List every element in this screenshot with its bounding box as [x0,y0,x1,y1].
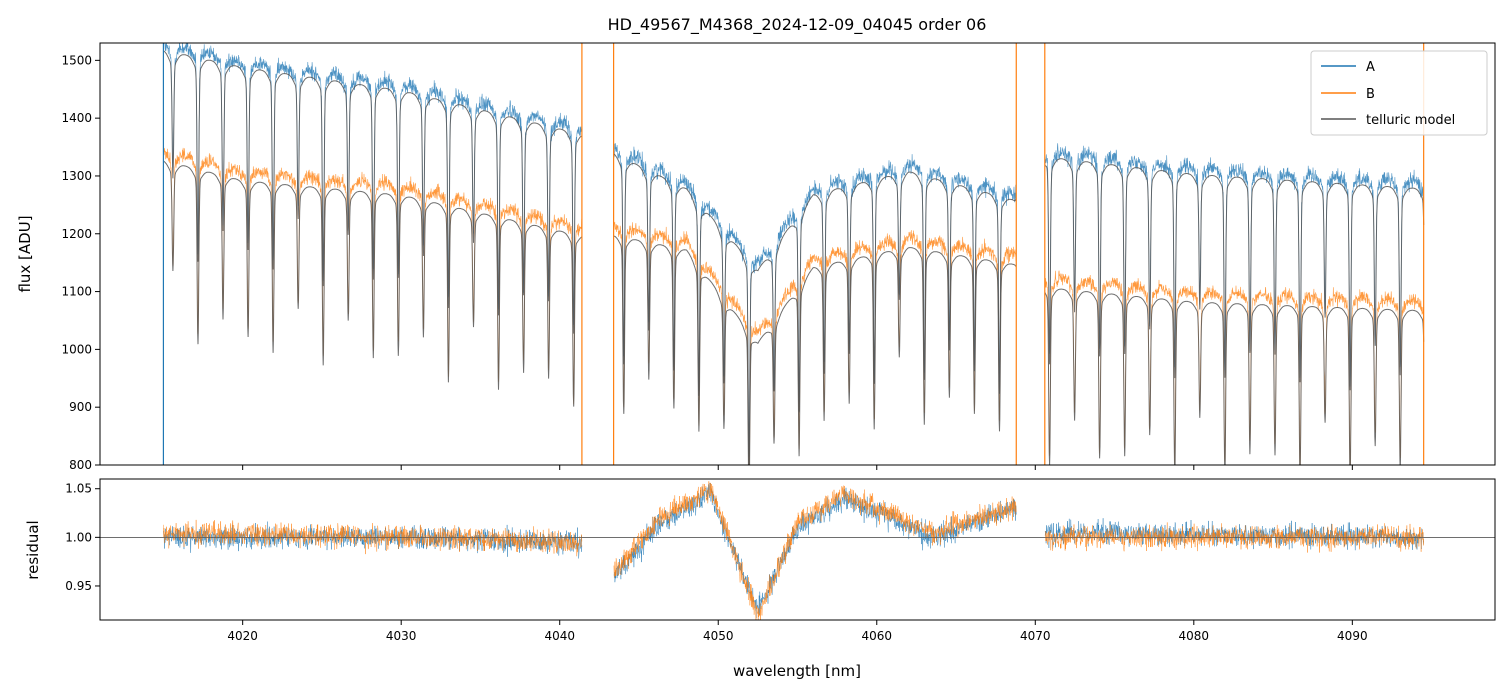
top-y-tick-label: 900 [69,400,92,414]
bottom-plot-frame [99,478,1496,621]
top-series-group [162,43,1425,465]
bottom-x-tick-label: 4090 [1337,629,1368,643]
bottom-series-group [100,481,1495,620]
top-panel: 800 900 1000 1100 1200 1300 1400 1500 flux [ADU… [16,42,1496,472]
top-y-tick-label: 800 [69,458,92,472]
telluric-model-line-b [163,160,1425,465]
legend-label-telluric: telluric model [1366,113,1455,128]
flux-line-a [163,43,1424,458]
bottom-y-tick-label: 0.95 [65,579,92,593]
top-plot-frame [99,42,1496,466]
top-x-ticks [242,465,1353,470]
top-y-tick-label: 1000 [61,342,92,356]
bottom-y-tick-label: 1.05 [65,482,92,496]
top-y-tick-label: 1300 [61,169,92,183]
bottom-y-axis-label: residual [24,520,42,579]
legend-label-b: B [1366,87,1375,102]
flux-line-b [163,145,1424,465]
bottom-y-tick-label: 1.00 [65,530,92,544]
bottom-x-ticks: 4020 4030 4040 4050 4060 4070 4080 4090 [227,620,1368,643]
top-y-axis-label: flux [ADU] [16,215,34,292]
residual-line-a [163,482,1424,619]
top-y-tick-label: 1200 [61,227,92,241]
legend-box [1310,50,1488,136]
telluric-model-line-a [163,50,1425,465]
x-axis-label: wavelength [nm] [733,662,861,680]
bottom-x-tick-label: 4050 [703,629,734,643]
bottom-x-tick-label: 4030 [386,629,417,643]
top-y-tick-label: 1400 [61,111,92,125]
bottom-x-tick-label: 4020 [227,629,258,643]
top-y-ticks: 800 900 1000 1100 1200 1300 1400 1500 [61,53,100,472]
bottom-x-tick-label: 4080 [1179,629,1210,643]
chart-title: HD_49567_M4368_2024-12-09_04045 order 06 [608,15,987,35]
bottom-y-ticks: 0.95 1.00 1.05 [65,482,100,593]
legend-label-a: A [1366,60,1375,75]
legend: A B telluric model [1310,50,1488,136]
bottom-x-tick-label: 4060 [861,629,892,643]
bottom-panel: 0.95 1.00 1.05 4020 4030 4040 4050 4060 4070 408… [24,478,1496,680]
bottom-x-tick-label: 4040 [544,629,575,643]
top-y-tick-label: 1100 [61,285,92,299]
bottom-x-tick-label: 4070 [1020,629,1051,643]
residual-line-b [163,481,1424,620]
top-y-tick-label: 1500 [61,53,92,67]
